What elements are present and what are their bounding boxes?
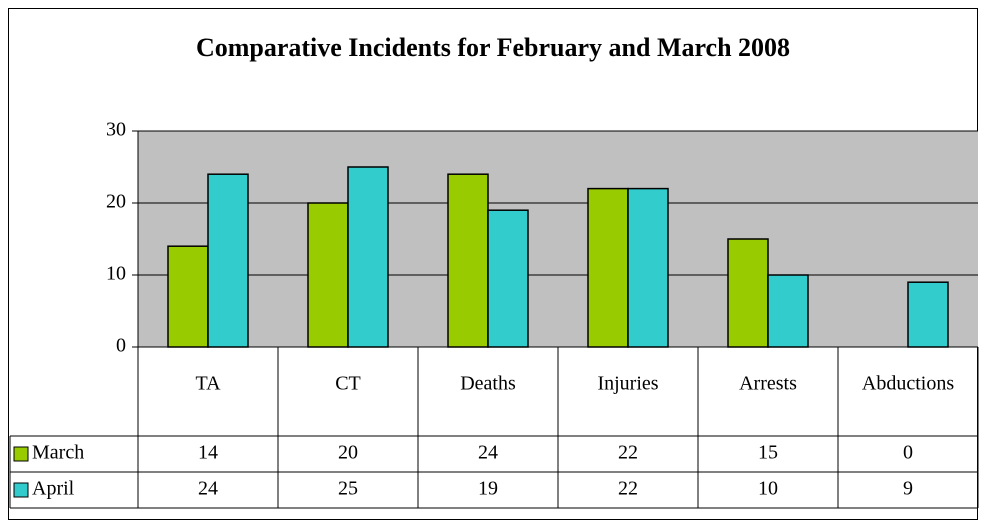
table-value: 10	[758, 478, 778, 500]
table-value: 15	[758, 442, 778, 464]
plot-area	[138, 131, 978, 347]
bar	[627, 187, 669, 348]
chart-title: Comparative Incidents for February and M…	[196, 33, 790, 62]
bar	[767, 274, 809, 348]
x-tick-label: TA	[195, 373, 221, 395]
legend-label: April	[32, 478, 75, 500]
table-value: 9	[903, 478, 913, 500]
bar	[907, 281, 949, 348]
x-tick-label: CT	[335, 373, 361, 395]
bar	[727, 238, 769, 348]
table-value: 25	[338, 478, 358, 500]
bar	[447, 173, 489, 348]
legend-label: March	[32, 442, 84, 464]
x-tick-label: Injuries	[597, 373, 658, 395]
y-tick-label: 30	[106, 119, 126, 141]
table-value: 20	[338, 442, 358, 464]
y-tick-label: 0	[116, 335, 126, 357]
table-value: 22	[618, 478, 638, 500]
x-tick-label: Abductions	[862, 373, 954, 395]
bar	[307, 202, 349, 348]
legend-key	[13, 446, 29, 462]
legend-key	[13, 482, 29, 498]
table-value: 19	[478, 478, 498, 500]
bar	[167, 245, 209, 348]
table-value: 24	[198, 478, 218, 500]
bar	[347, 166, 389, 348]
x-tick-label: Arrests	[739, 373, 797, 395]
bar	[487, 209, 529, 348]
table-value: 24	[478, 442, 498, 464]
table-value: 22	[618, 442, 638, 464]
y-tick-label: 10	[106, 263, 126, 285]
y-tick-label: 20	[106, 191, 126, 213]
x-tick-label: Deaths	[460, 373, 516, 395]
bar	[207, 173, 249, 348]
table-value: 0	[903, 442, 913, 464]
bar	[587, 187, 629, 348]
table-value: 14	[198, 442, 218, 464]
